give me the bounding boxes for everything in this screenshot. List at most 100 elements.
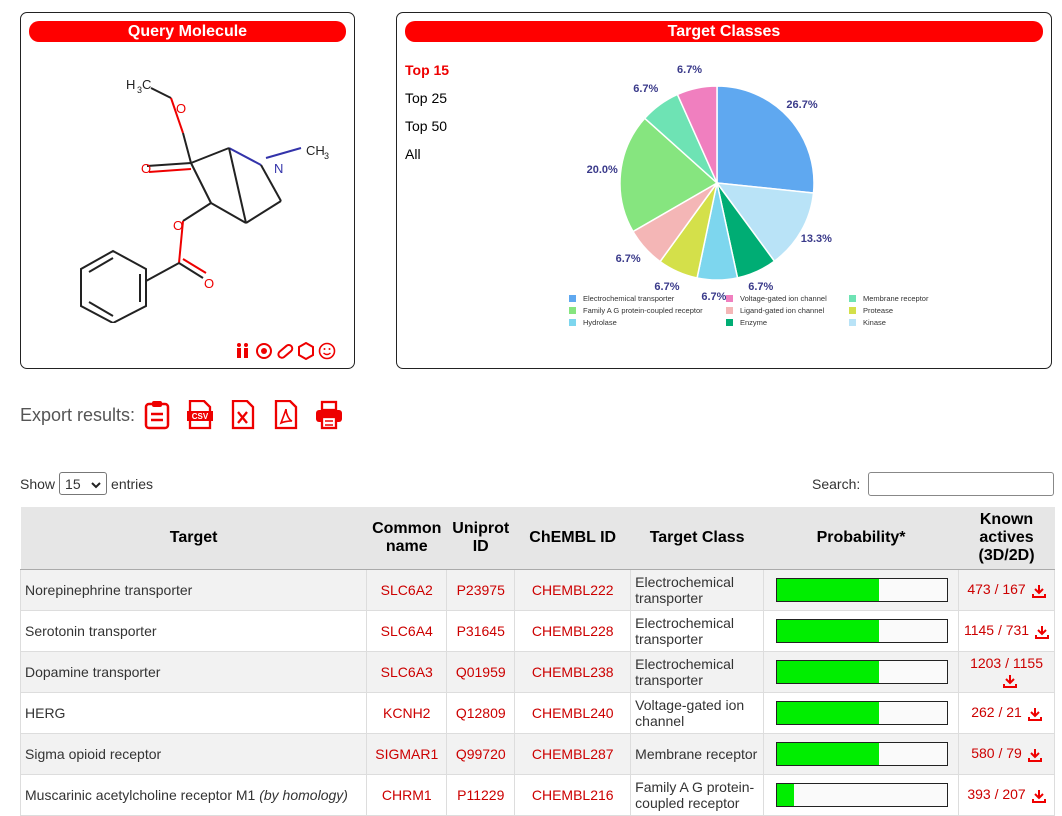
top-n-option[interactable]: Top 15 <box>405 62 450 78</box>
legend-item[interactable]: Membrane receptor <box>849 294 949 303</box>
print-icon[interactable] <box>315 400 343 430</box>
header-target[interactable]: Target <box>20 507 367 570</box>
crosshair-icon[interactable] <box>255 342 273 360</box>
csv-icon[interactable]: CSV <box>186 399 214 430</box>
entries-value: 15 <box>65 475 81 492</box>
probability-fill <box>777 619 880 642</box>
top-n-option[interactable]: All <box>405 146 421 162</box>
pie-slice[interactable] <box>715 182 815 263</box>
legend-item[interactable]: Family A G protein-coupled receptor <box>569 306 726 315</box>
results-table: Target Common name Uniprot ID ChEMBL ID … <box>19 507 1055 816</box>
hexagon-icon[interactable] <box>297 341 315 361</box>
pie-slice-label: 6.7% <box>615 253 641 265</box>
target-cell: Dopamine transporter <box>19 650 368 693</box>
excel-icon[interactable] <box>229 399 257 430</box>
common-name-link[interactable]: CHRM1 <box>366 773 448 816</box>
target-class-cell: Electrochemical transporter <box>630 650 765 693</box>
known-actives-link[interactable]: 1203 / 1155 <box>970 655 1043 672</box>
smiley-icon[interactable] <box>318 342 336 360</box>
download-icon[interactable] <box>1031 789 1046 803</box>
legend-item[interactable]: Kinase <box>849 318 949 327</box>
pie-slice[interactable] <box>676 85 718 184</box>
legend-item[interactable]: Enzyme <box>726 318 849 327</box>
target-class-cell: Family A G protein-coupled receptor <box>630 773 765 816</box>
top-n-option[interactable]: Top 50 <box>405 118 448 134</box>
search-box: Search: <box>812 472 1055 496</box>
target-name: Norepinephrine transporter <box>25 581 193 598</box>
known-actives-link[interactable]: 393 / 207 <box>967 786 1026 803</box>
probability-fill <box>777 701 880 724</box>
table-header-row: Target Common name Uniprot ID ChEMBL ID … <box>20 507 1055 570</box>
legend-label: Voltage-gated ion channel <box>740 294 827 303</box>
top-n-selector: Top 15 Top 25 Top 50 All <box>405 61 449 173</box>
header-uniprot-id[interactable]: Uniprot ID <box>446 507 515 570</box>
legend-label: Membrane receptor <box>863 294 929 303</box>
pdf-icon[interactable] <box>272 399 300 430</box>
target-cell: Serotonin transporter <box>19 609 368 652</box>
search-input[interactable] <box>868 472 1055 496</box>
legend-item[interactable]: Ligand-gated ion channel <box>726 306 849 315</box>
uniprot-link[interactable]: Q12809 <box>446 691 516 734</box>
legend-item[interactable]: Electrochemical transporter <box>569 294 726 303</box>
uniprot-link[interactable]: Q01959 <box>446 650 516 693</box>
chembl-link[interactable]: CHEMBL240 <box>514 691 632 734</box>
uniprot-link[interactable]: P23975 <box>446 568 516 611</box>
common-name-link[interactable]: SIGMAR1 <box>366 732 448 775</box>
pie-slice[interactable] <box>716 85 815 194</box>
pie-slice[interactable] <box>619 117 719 233</box>
common-name-link[interactable]: SLC6A4 <box>366 609 448 652</box>
download-icon[interactable] <box>1035 625 1050 639</box>
probability-cell <box>763 773 960 816</box>
probability-bar <box>776 659 949 684</box>
common-name-link[interactable]: SLC6A3 <box>366 650 448 693</box>
header-known-actives[interactable]: Known actives (3D/2D) <box>958 507 1055 570</box>
legend-item[interactable]: Hydrolase <box>569 318 726 327</box>
pie-slice-label: 6.7% <box>701 290 727 303</box>
legend-label: Kinase <box>863 318 886 327</box>
download-icon[interactable] <box>1002 674 1017 688</box>
download-icon[interactable] <box>1031 584 1046 598</box>
table-row: HERG KCNH2 Q12809 CHEMBL240 Voltage-gate… <box>19 691 1055 734</box>
header-chembl-id[interactable]: ChEMBL ID <box>514 507 631 570</box>
legend-label: Ligand-gated ion channel <box>740 306 825 315</box>
legend-item[interactable]: Voltage-gated ion channel <box>726 294 849 303</box>
svg-text:H: H <box>126 77 135 92</box>
target-classes-panel: Target Classes Top 15 Top 25 Top 50 All 26.… <box>396 12 1052 369</box>
common-name-link[interactable]: SLC6A2 <box>366 568 448 611</box>
target-cell: Norepinephrine transporter <box>19 568 368 611</box>
known-actives-cell: 580 / 79 <box>958 732 1055 775</box>
entries-select[interactable]: 15 <box>59 472 108 495</box>
chembl-link[interactable]: CHEMBL222 <box>514 568 632 611</box>
known-actives-link[interactable]: 580 / 79 <box>971 745 1022 762</box>
legend-swatch <box>569 319 576 326</box>
target-name: Sigma opioid receptor <box>25 745 162 762</box>
uniprot-link[interactable]: P11229 <box>446 773 516 816</box>
chembl-link[interactable]: CHEMBL216 <box>514 773 632 816</box>
download-icon[interactable] <box>1027 707 1042 721</box>
chembl-link[interactable]: CHEMBL238 <box>514 650 632 693</box>
known-actives-link[interactable]: 262 / 21 <box>971 704 1022 721</box>
top-n-option[interactable]: Top 25 <box>405 90 448 106</box>
uniprot-link[interactable]: P31645 <box>446 609 516 652</box>
pill-icon[interactable] <box>276 342 294 360</box>
chembl-link[interactable]: CHEMBL228 <box>514 609 632 652</box>
chembl-link[interactable]: CHEMBL287 <box>514 732 632 775</box>
pie-slice-label: 13.3% <box>800 233 832 246</box>
header-common-name[interactable]: Common name <box>366 507 447 570</box>
clipboard-icon[interactable] <box>143 400 171 430</box>
target-class-cell: Electrochemical transporter <box>630 609 765 652</box>
people-icon[interactable] <box>234 342 252 360</box>
header-target-class[interactable]: Target Class <box>630 507 764 570</box>
known-actives-link[interactable]: 473 / 167 <box>967 581 1026 598</box>
common-name-link[interactable]: KCNH2 <box>366 691 448 734</box>
legend-item[interactable]: Protease <box>849 306 949 315</box>
probability-cell <box>763 691 960 734</box>
legend-swatch <box>726 319 733 326</box>
probability-cell <box>763 609 960 652</box>
header-probability[interactable]: Probability* <box>763 507 959 570</box>
uniprot-link[interactable]: Q99720 <box>446 732 516 775</box>
download-icon[interactable] <box>1027 748 1042 762</box>
known-actives-link[interactable]: 1145 / 731 <box>963 622 1030 639</box>
query-molecule-panel: Query Molecule <box>20 12 355 369</box>
pie-slice-label: 20.0% <box>586 164 618 177</box>
